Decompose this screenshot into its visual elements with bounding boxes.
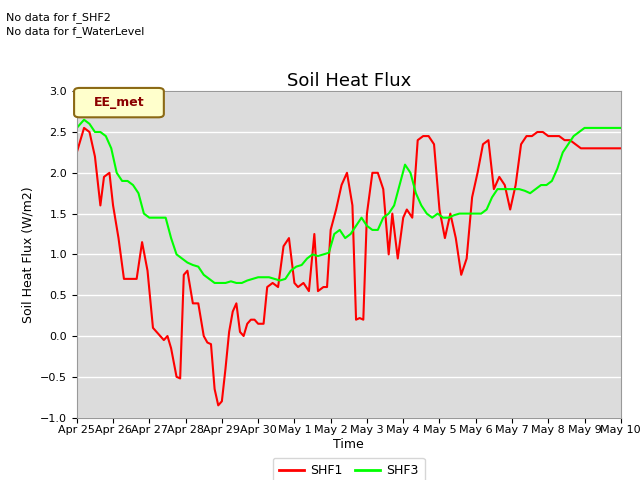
FancyBboxPatch shape — [74, 88, 164, 117]
Title: Soil Heat Flux: Soil Heat Flux — [287, 72, 411, 90]
Legend: SHF1, SHF3: SHF1, SHF3 — [273, 457, 425, 480]
Text: No data for f_WaterLevel: No data for f_WaterLevel — [6, 26, 145, 37]
Text: No data for f_SHF2: No data for f_SHF2 — [6, 12, 111, 23]
X-axis label: Time: Time — [333, 438, 364, 451]
Text: EE_met: EE_met — [93, 96, 144, 109]
Y-axis label: Soil Heat Flux (W/m2): Soil Heat Flux (W/m2) — [22, 186, 35, 323]
